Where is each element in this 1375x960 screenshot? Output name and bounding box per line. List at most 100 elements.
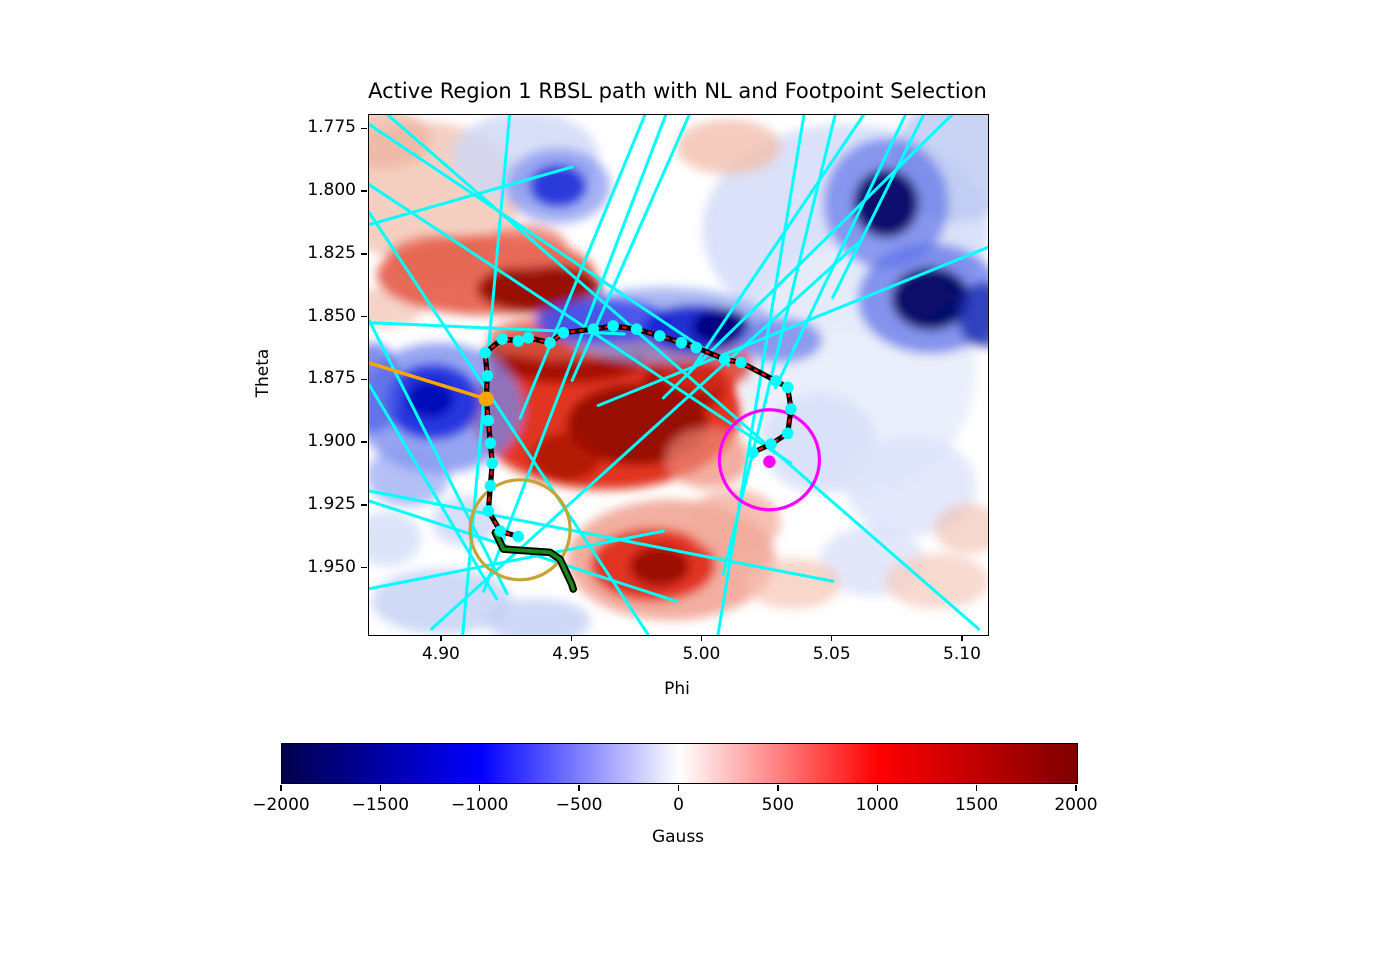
path-dot [484, 437, 497, 449]
neutral-line [661, 115, 954, 400]
neutral-line [687, 115, 866, 375]
path-dot [781, 381, 794, 394]
y-tick-label: 1.875 [307, 368, 356, 389]
path-dot [557, 326, 570, 339]
chart-canvas [369, 115, 988, 635]
path-dot [781, 427, 794, 440]
x-tick-mark [831, 635, 833, 641]
neutral-line [430, 240, 861, 631]
path-dot [482, 505, 495, 517]
x-tick-label: 5.10 [943, 644, 981, 664]
y-tick-mark [361, 127, 367, 129]
path-dot [522, 331, 534, 344]
path-dot [765, 438, 777, 450]
path-dot [718, 353, 731, 366]
y-tick-label: 1.900 [307, 431, 356, 452]
page-title: Active Region 1 RBSL path with NL and Fo… [368, 79, 987, 103]
path-dot [479, 346, 491, 359]
colorbar [281, 743, 1078, 784]
x-tick-label: 4.90 [422, 644, 460, 664]
y-tick-label: 1.775 [307, 117, 356, 138]
path-dot [735, 356, 747, 369]
colorbar-tick-mark [379, 785, 382, 791]
y-tick-label: 1.800 [307, 180, 356, 201]
x-tick-label: 5.05 [812, 644, 851, 664]
orange-segment [369, 361, 487, 401]
y-tick-mark [361, 253, 367, 255]
colorbar-label: Gauss [651, 827, 705, 847]
neutral-line [369, 318, 509, 596]
y-tick-label: 1.950 [307, 556, 356, 577]
colorbar-tick-mark [1075, 785, 1077, 791]
path-dot [481, 370, 494, 382]
colorbar-tick-label: 500 [761, 795, 795, 815]
neutral-line [369, 489, 835, 583]
colorbar-tick-label: −1500 [351, 795, 410, 815]
x-tick-mark [961, 635, 963, 641]
footpoint-circle-magenta [717, 408, 822, 512]
colorbar-tick-label: −1000 [450, 795, 509, 815]
y-tick-mark [361, 567, 367, 569]
path-dot [496, 333, 508, 345]
x-axis-label: Phi [664, 679, 690, 699]
path-dot [607, 320, 619, 332]
green-path [493, 530, 576, 591]
path-dot [630, 323, 643, 335]
colorbar-tick-label: 2000 [1054, 795, 1098, 815]
y-tick-label: 1.925 [307, 493, 356, 514]
x-tick-mark [700, 635, 703, 641]
path-dot [675, 336, 688, 349]
neutral-line [369, 210, 650, 635]
colorbar-tick-mark [280, 785, 282, 791]
y-axis-label: Theta [253, 348, 273, 398]
x-tick-mark [570, 635, 572, 641]
neutral-line [773, 115, 907, 390]
footpoint-circle-dark-yellow [468, 478, 572, 582]
plot-area [368, 114, 989, 636]
colorbar-tick-label: −500 [555, 795, 603, 815]
path-dot [486, 457, 499, 470]
neutral-line [570, 115, 691, 382]
path-dot [690, 341, 703, 354]
path-dot [512, 530, 525, 543]
path-dot [746, 446, 759, 459]
path-dot [512, 335, 525, 347]
magenta-footpoint-dot [763, 455, 776, 468]
neutral-line [721, 115, 837, 576]
colorbar-tick-label: 1500 [954, 795, 999, 815]
colorbar-tick-label: −2000 [252, 795, 310, 815]
x-tick-label: 5.00 [682, 644, 721, 664]
y-tick-mark [361, 504, 367, 506]
neutral-line [831, 115, 926, 300]
path-dot [785, 403, 797, 415]
y-tick-mark [361, 315, 367, 318]
path-dot [482, 414, 495, 427]
neutral-line [369, 165, 574, 227]
colorbar-tick-mark [677, 785, 680, 791]
colorbar-tick-mark [578, 785, 580, 791]
path-dot [484, 480, 497, 492]
path-dot [653, 330, 666, 342]
x-tick-label: 4.95 [552, 644, 591, 664]
neutral-line [518, 115, 647, 420]
colorbar-tick-mark [975, 785, 978, 791]
orange-footpoint-dot [478, 391, 494, 407]
colorbar-tick-mark [777, 785, 779, 791]
neutral-line [369, 382, 499, 601]
y-tick-mark [361, 441, 367, 443]
colorbar-tick-mark [479, 785, 481, 791]
neutral-line [596, 245, 988, 408]
y-tick-mark [361, 190, 367, 192]
neutral-line [369, 183, 793, 465]
path-dots [478, 320, 797, 543]
neutral-line [482, 115, 668, 593]
neutral-line [369, 122, 731, 367]
colorbar-tick-mark [876, 785, 878, 791]
colorbar-tick-label: 1000 [855, 795, 899, 815]
y-tick-mark [361, 378, 367, 381]
x-tick-mark [440, 635, 442, 641]
y-tick-label: 1.850 [307, 305, 356, 326]
path-dot [587, 323, 600, 335]
path-dot [770, 375, 782, 387]
